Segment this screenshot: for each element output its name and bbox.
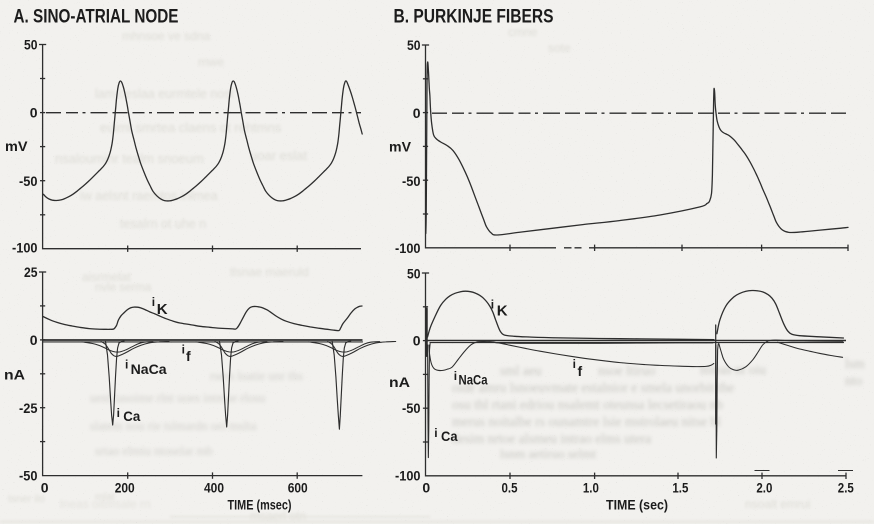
svg-text:25: 25 bbox=[24, 264, 38, 280]
svg-text:i: i bbox=[125, 358, 128, 372]
svg-text:K: K bbox=[157, 301, 168, 318]
svg-text:-50: -50 bbox=[402, 400, 421, 416]
svg-text:f: f bbox=[186, 348, 191, 364]
svg-text:200: 200 bbox=[115, 480, 135, 496]
svg-text:-50: -50 bbox=[402, 173, 421, 189]
svg-text:2.5: 2.5 bbox=[838, 480, 854, 496]
svg-text:K: K bbox=[497, 303, 508, 320]
svg-text:50: 50 bbox=[24, 37, 38, 53]
svg-text:i: i bbox=[573, 357, 576, 371]
svg-text:-50: -50 bbox=[19, 173, 38, 189]
svg-text:B. PURKINJE FIBERS: B. PURKINJE FIBERS bbox=[394, 7, 554, 28]
svg-text:i: i bbox=[454, 369, 457, 383]
svg-text:i: i bbox=[152, 295, 155, 309]
svg-text:1.0: 1.0 bbox=[583, 480, 599, 496]
svg-text:A. SINO-ATRIAL NODE: A. SINO-ATRIAL NODE bbox=[14, 7, 179, 28]
svg-text:NaCa: NaCa bbox=[459, 372, 488, 388]
svg-text:f: f bbox=[578, 363, 583, 379]
svg-text:0: 0 bbox=[41, 480, 49, 496]
svg-text:50: 50 bbox=[407, 37, 421, 53]
svg-text:-100: -100 bbox=[395, 468, 421, 484]
svg-text:0: 0 bbox=[413, 333, 421, 349]
svg-text:i: i bbox=[491, 298, 494, 312]
svg-text:400: 400 bbox=[204, 480, 224, 496]
svg-text:600: 600 bbox=[288, 480, 308, 496]
svg-text:TIME (sec): TIME (sec) bbox=[606, 497, 668, 513]
svg-text:mV: mV bbox=[389, 139, 412, 155]
svg-text:-100: -100 bbox=[12, 240, 38, 256]
svg-text:0: 0 bbox=[30, 332, 38, 348]
svg-text:nA: nA bbox=[4, 367, 25, 383]
svg-text:Ca: Ca bbox=[123, 408, 140, 424]
svg-text:0: 0 bbox=[30, 105, 38, 121]
svg-text:i: i bbox=[182, 343, 185, 357]
svg-text:TIME (msec): TIME (msec) bbox=[228, 497, 292, 513]
svg-text:mV: mV bbox=[5, 138, 28, 154]
svg-text:0.5: 0.5 bbox=[502, 480, 518, 496]
svg-text:nA: nA bbox=[389, 374, 410, 390]
svg-text:-100: -100 bbox=[395, 240, 421, 256]
svg-text:0: 0 bbox=[422, 480, 430, 496]
svg-text:-50: -50 bbox=[19, 468, 38, 484]
svg-text:50: 50 bbox=[407, 266, 421, 282]
svg-text:1.5: 1.5 bbox=[672, 480, 688, 496]
svg-text:-25: -25 bbox=[19, 400, 38, 416]
svg-text:0: 0 bbox=[413, 105, 421, 121]
svg-text:NaCa: NaCa bbox=[131, 361, 167, 377]
svg-text:Ca: Ca bbox=[441, 428, 458, 444]
svg-text:i: i bbox=[117, 406, 120, 420]
svg-text:i: i bbox=[434, 426, 437, 440]
svg-text:2.0: 2.0 bbox=[756, 480, 772, 496]
